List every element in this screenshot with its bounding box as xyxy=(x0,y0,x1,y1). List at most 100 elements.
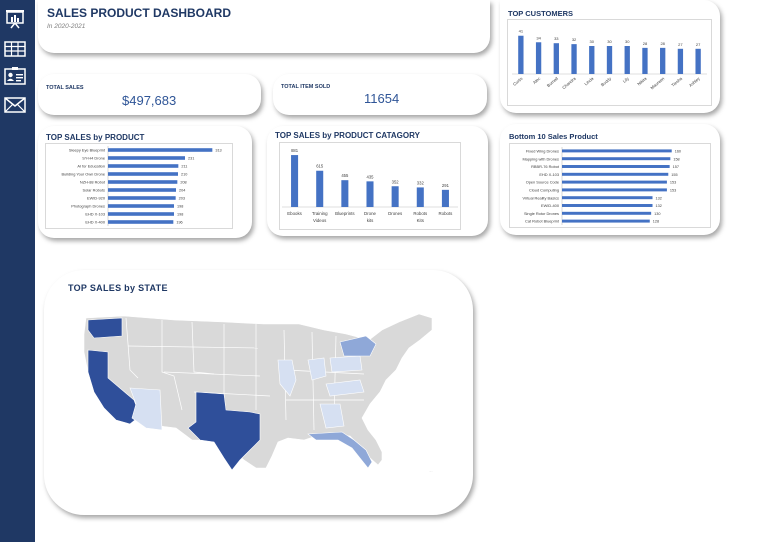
category-label: Drones xyxy=(388,211,403,216)
category-label: NZH-88 Robot xyxy=(80,180,106,185)
bar xyxy=(391,186,399,207)
state-virginia xyxy=(325,379,365,397)
category-label: Linda xyxy=(583,76,595,87)
data-label: 435 xyxy=(367,174,375,179)
data-label: 455 xyxy=(341,173,349,178)
contact-card-icon[interactable] xyxy=(4,66,26,86)
category-label: SY-H4 Drone xyxy=(82,156,105,161)
data-label: 34 xyxy=(536,35,541,40)
data-label: 211 xyxy=(181,165,187,169)
page-subtitle: In 2020-2021 xyxy=(47,23,86,30)
category-label: Virtual Reality Basics xyxy=(523,195,560,200)
category-label: Fixed Wing Drones xyxy=(526,149,559,154)
data-label: 130 xyxy=(654,212,660,216)
state-washington xyxy=(87,317,123,339)
bar xyxy=(535,42,542,74)
bar xyxy=(291,155,299,207)
bar xyxy=(624,46,630,74)
category-label: Cat Robot Blueprint xyxy=(525,219,560,224)
data-label: 208 xyxy=(180,181,186,185)
bar xyxy=(695,48,701,74)
page-title: SALES PRODUCT DASHBOARD xyxy=(47,6,232,20)
category-label: EHD X-400 xyxy=(85,220,106,225)
bottom-products-card: Bottom 10 Sales Product 160 Fixed Wing Dr… xyxy=(500,124,720,235)
bar xyxy=(562,188,667,192)
bottom-products-title: Bottom 10 Sales Product xyxy=(509,132,598,141)
bar xyxy=(571,44,577,74)
bar xyxy=(108,156,185,160)
data-label: 210 xyxy=(181,173,187,177)
bar xyxy=(316,170,324,207)
category-label: AI for Education xyxy=(77,164,105,169)
header-card: SALES PRODUCT DASHBOARD In 2020-2021 xyxy=(38,0,490,53)
total-sales-value: $497,683 xyxy=(122,93,177,108)
presentation-icon[interactable] xyxy=(4,9,26,29)
total-items-card: TOTAL ITEM SOLD 11654 xyxy=(273,74,487,115)
category-label: Drone xyxy=(364,211,377,216)
data-label: 881 xyxy=(291,148,299,153)
bar xyxy=(108,180,178,184)
data-label: 313 xyxy=(215,149,221,153)
top-customers-chart: 41 Curtis 34 Alec 33 Burnell 32 Chandra 30 Linda 3… xyxy=(512,29,707,91)
category-label: Cloud Computing xyxy=(529,188,559,193)
total-sales-card: TOTAL SALES $497,683 xyxy=(38,74,261,115)
category-label: Sleepy Eye Blueprint xyxy=(69,148,106,153)
category-label: Robots xyxy=(413,211,428,216)
category-label: RBBR-76 Robot xyxy=(531,164,560,169)
data-label: 132 xyxy=(656,204,662,208)
bar xyxy=(108,188,176,192)
bar xyxy=(562,172,669,176)
bar xyxy=(562,165,670,168)
data-label: 198 xyxy=(177,213,183,217)
category-label: Building Your Own Drone xyxy=(62,172,105,177)
bar xyxy=(108,172,178,176)
top-customers-title: TOP CUSTOMERS xyxy=(508,9,574,18)
data-label: 204 xyxy=(179,189,185,193)
state-arizona xyxy=(129,387,163,431)
data-label: 33 xyxy=(554,36,559,41)
top-category-title: TOP SALES by PRODUCT CATAGORY xyxy=(275,131,420,140)
category-label: Chandra xyxy=(561,76,577,91)
data-label: 198 xyxy=(177,205,183,209)
category-label: Blueprints xyxy=(335,211,355,216)
category-label: Open Source Code xyxy=(526,180,559,185)
bar xyxy=(108,220,174,224)
bar xyxy=(562,157,671,161)
data-label: 160 xyxy=(675,150,681,154)
top-product-chart-area: 313 Sleepy Eye Blueprint 231 SY-H4 Drone 211… xyxy=(45,143,233,229)
category-label-line2: Kits xyxy=(417,218,425,223)
bottom-products-chart-area: 160 Fixed Wing Drones 158 Mapping with Dron… xyxy=(509,143,711,228)
table-icon[interactable] xyxy=(4,39,26,59)
data-label: 28 xyxy=(643,41,648,46)
bar xyxy=(562,196,653,200)
data-label: 128 xyxy=(653,220,659,224)
category-label: Nikita xyxy=(636,76,648,87)
category-label: EWID-400 xyxy=(541,203,560,208)
category-label: Maureen xyxy=(649,76,665,91)
data-label: 231 xyxy=(188,157,194,161)
us-state-map: ····· xyxy=(83,313,433,473)
category-label: EHD X-103 xyxy=(85,212,105,217)
bottom-products-chart: 160 Fixed Wing Drones 158 Mapping with Dron… xyxy=(522,147,681,225)
data-label: 30 xyxy=(625,39,630,44)
bar xyxy=(562,204,653,207)
data-label: 30 xyxy=(590,39,595,44)
category-label: Single Rotor Drones xyxy=(524,211,559,216)
state-california xyxy=(87,349,141,425)
top-category-chart: 881 Ebooks 615 Training Videos 455 Blueprints 4… xyxy=(282,148,458,223)
category-label: Tiesha xyxy=(670,76,683,88)
bar xyxy=(108,148,213,152)
envelope-icon[interactable] xyxy=(4,95,26,115)
top-category-chart-area: 881 Ebooks 615 Training Videos 455 Blueprints 4… xyxy=(279,142,461,230)
category-label: Robots xyxy=(438,211,453,216)
category-label-line2: kits xyxy=(367,218,374,223)
state-map-card: TOP SALES by STATE ····· xyxy=(44,270,473,515)
state-new-york xyxy=(339,335,377,357)
top-customers-chart-area: 41 Curtis 34 Alec 33 Burnell 32 Chandra 30 Linda 3… xyxy=(507,19,712,106)
state-ohio xyxy=(307,357,327,381)
data-label: 157 xyxy=(673,165,679,169)
bar xyxy=(562,211,652,215)
bar xyxy=(562,219,650,223)
total-sales-label: TOTAL SALES xyxy=(46,85,84,91)
total-items-label: TOTAL ITEM SOLD xyxy=(281,84,331,90)
